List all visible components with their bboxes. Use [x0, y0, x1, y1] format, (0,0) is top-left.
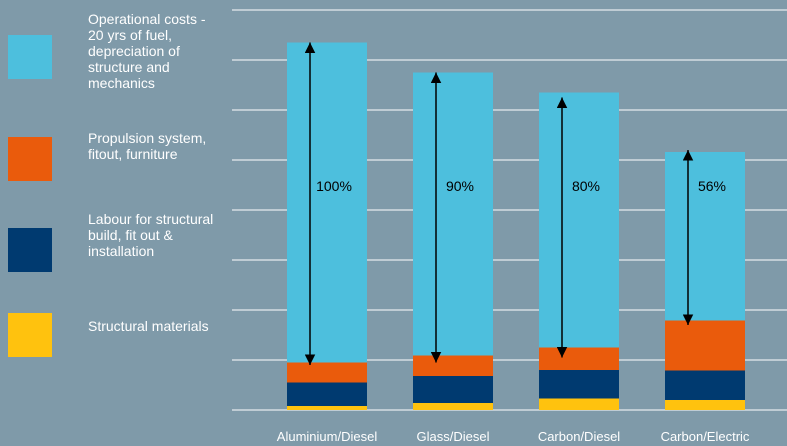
bar-segment [287, 42, 367, 363]
x-tick-label: Carbon/Electric [661, 429, 750, 444]
legend-swatch-propulsion [8, 137, 52, 181]
bar-segment [665, 152, 745, 321]
legend-label-labour: Labour for structural build, fit out & i… [88, 211, 214, 259]
bar-segment [287, 362, 367, 383]
bar-segment [539, 92, 619, 348]
x-tick-label: Aluminium/Diesel [277, 429, 378, 444]
bar-segment [413, 72, 493, 356]
bar-segment [665, 320, 745, 371]
bar-segment [287, 406, 367, 410]
bar-segment [539, 347, 619, 370]
legend-swatch-labour [8, 228, 52, 272]
legend-label-materials: Structural materials [88, 318, 209, 334]
bar-segment [539, 398, 619, 410]
legend-swatch-materials [8, 313, 52, 357]
bar-segment [413, 355, 493, 376]
bar-segment [665, 370, 745, 400]
bar-percentage-label: 90% [446, 178, 474, 194]
bar-percentage-label: 80% [572, 178, 600, 194]
bar-segment [413, 376, 493, 403]
bar-percentage-label: 56% [698, 178, 726, 194]
legend-swatch-operational [8, 35, 52, 79]
legend-label-propulsion: Propulsion system, fitout, furniture [88, 130, 207, 162]
bar-segment [287, 382, 367, 406]
x-tick-label: Glass/Diesel [417, 429, 490, 444]
bar-labels: 100% 90% 80% 56% [316, 178, 726, 194]
bar-segment [665, 400, 745, 410]
legend-label-operational: Operational costs - 20 yrs of fuel, depr… [88, 11, 206, 91]
range-arrows [304, 42, 694, 365]
bar-segment [539, 370, 619, 399]
x-tick-label: Carbon/Diesel [538, 429, 620, 444]
bar-percentage-label: 100% [316, 178, 352, 194]
bar-segment [413, 403, 493, 410]
x-axis-tick-labels: Aluminium/Diesel Glass/Diesel Carbon/Diese… [277, 429, 750, 444]
bars [287, 42, 745, 410]
